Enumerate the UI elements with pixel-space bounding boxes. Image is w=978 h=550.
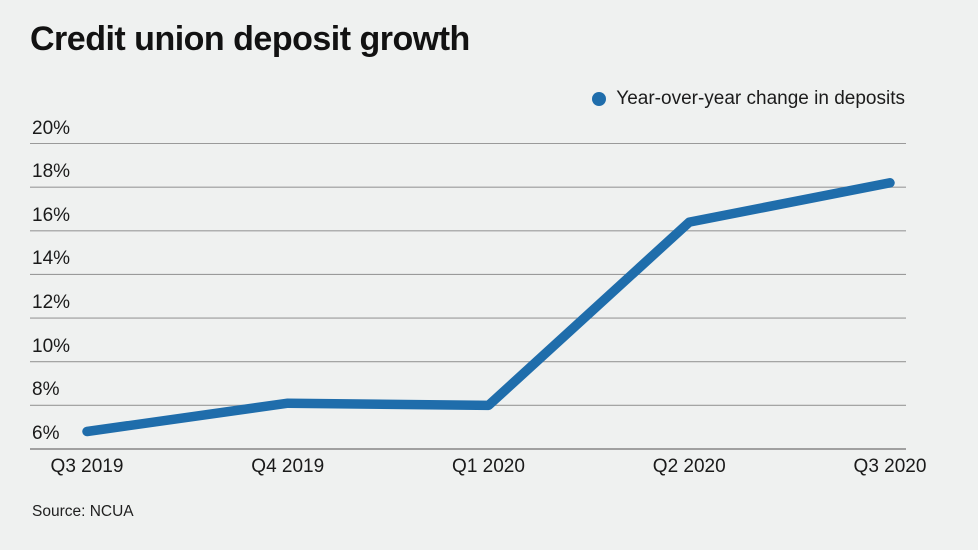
y-axis-label: 8% <box>32 379 60 401</box>
y-axis-label: 20% <box>32 117 71 139</box>
y-axis-label: 16% <box>32 204 71 226</box>
x-axis-label: Q1 2020 <box>452 456 525 477</box>
chart-title: Credit union deposit growth <box>30 20 470 58</box>
chart-legend: Year-over-year change in deposits <box>592 88 905 110</box>
legend-dot-icon <box>592 92 607 106</box>
y-axis-label: 14% <box>32 248 71 270</box>
y-axis-label: 6% <box>32 423 60 444</box>
y-axis-label: 18% <box>32 161 71 183</box>
y-axis-label: 10% <box>32 335 71 357</box>
x-axis-label: Q3 2020 <box>853 456 927 477</box>
x-axis-label: Q4 2019 <box>251 456 325 477</box>
y-axis-label: 12% <box>32 292 71 314</box>
x-axis-label: Q3 2019 <box>50 456 124 477</box>
legend-label: Year-over-year change in deposits <box>616 88 905 109</box>
source-note: Source: NCUA <box>32 503 134 520</box>
x-axis-label: Q2 2020 <box>652 456 726 477</box>
data-series-line <box>82 178 895 437</box>
